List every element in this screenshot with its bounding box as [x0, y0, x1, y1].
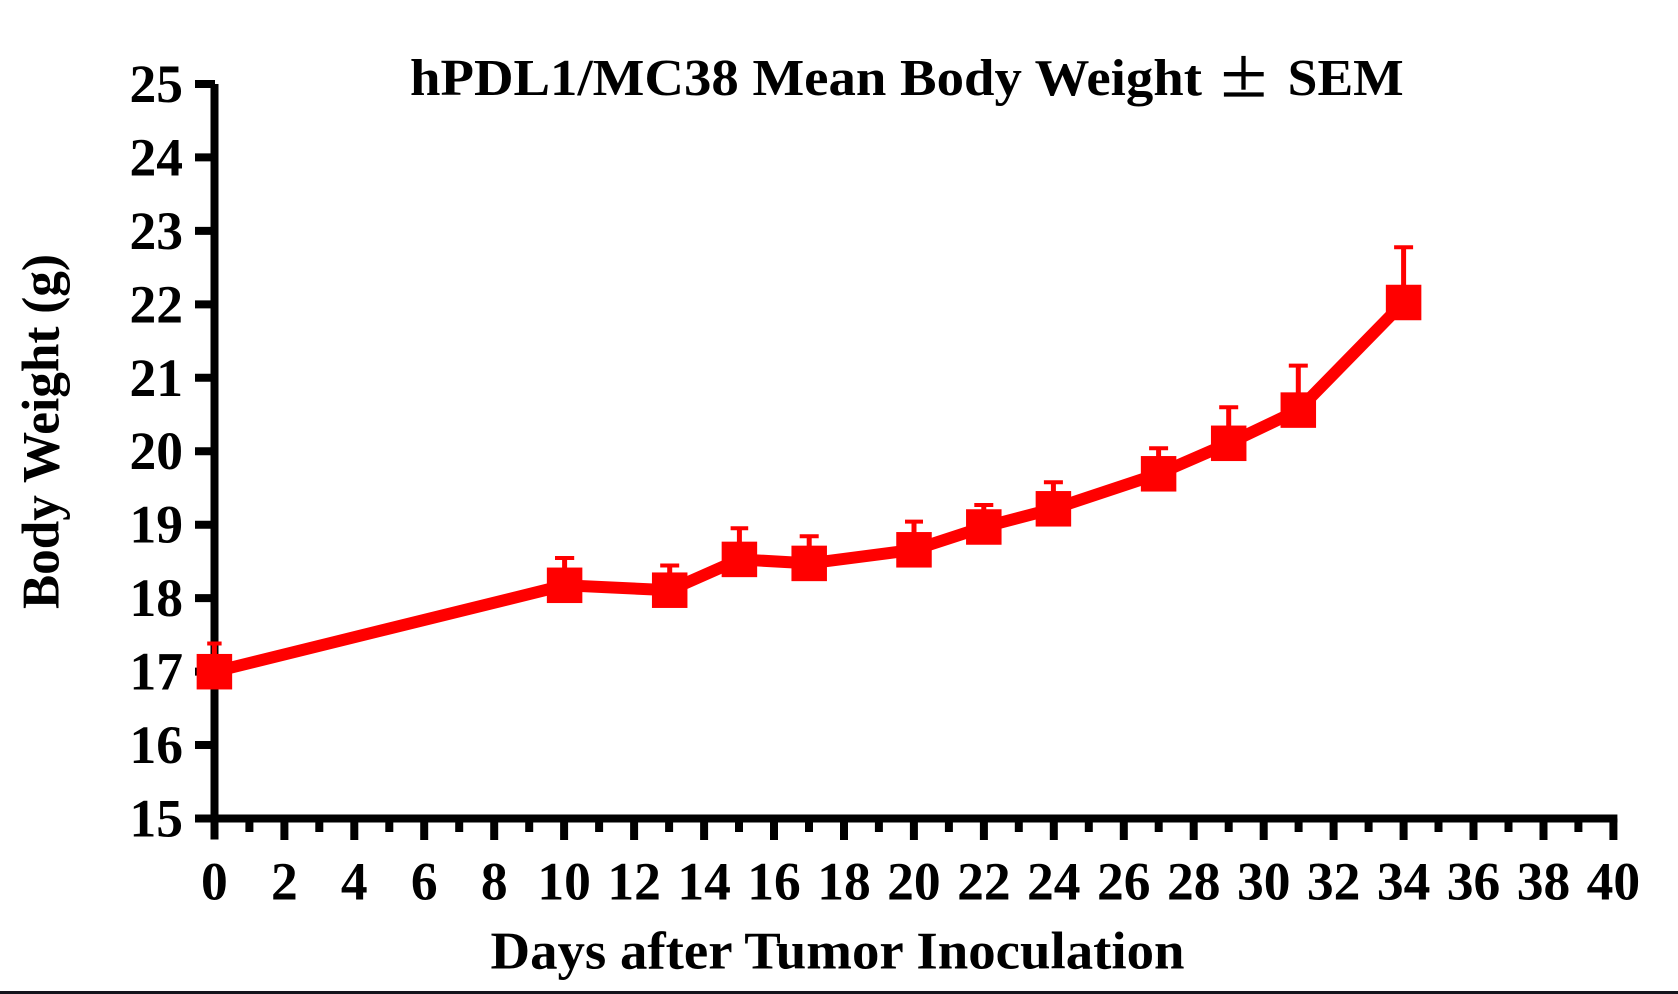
svg-text:30: 30 — [1237, 852, 1291, 912]
svg-text:25: 25 — [130, 54, 184, 114]
svg-text:20: 20 — [887, 852, 941, 912]
svg-text:22: 22 — [957, 852, 1011, 912]
svg-text:hPDL1/MC38 Mean Body Weight: hPDL1/MC38 Mean Body Weight — [410, 50, 1203, 107]
svg-text:2: 2 — [271, 852, 298, 912]
svg-text:36: 36 — [1447, 852, 1501, 912]
svg-text:26: 26 — [1097, 852, 1151, 912]
svg-text:18: 18 — [817, 852, 871, 912]
svg-text:Body Weight (g): Body Weight (g) — [13, 254, 71, 609]
svg-text:34: 34 — [1377, 852, 1431, 912]
svg-text:16: 16 — [130, 715, 184, 775]
svg-text:6: 6 — [411, 852, 438, 912]
svg-text:0: 0 — [201, 852, 228, 912]
svg-text:28: 28 — [1167, 852, 1221, 912]
svg-text:16: 16 — [747, 852, 801, 912]
svg-text:21: 21 — [130, 348, 184, 408]
svg-text:38: 38 — [1517, 852, 1571, 912]
svg-text:18: 18 — [130, 568, 184, 628]
svg-text:17: 17 — [130, 642, 184, 702]
svg-text:24: 24 — [130, 127, 184, 187]
svg-text:Days after Tumor Inoculation: Days after Tumor Inoculation — [491, 922, 1185, 980]
svg-text:22: 22 — [130, 274, 184, 334]
svg-text:10: 10 — [537, 852, 591, 912]
svg-text:19: 19 — [130, 495, 184, 555]
svg-text:8: 8 — [481, 852, 508, 912]
svg-text:32: 32 — [1307, 852, 1361, 912]
svg-text:4: 4 — [341, 852, 368, 912]
svg-text:23: 23 — [130, 201, 184, 261]
svg-text:40: 40 — [1587, 852, 1641, 912]
svg-text:24: 24 — [1027, 852, 1081, 912]
svg-text:14: 14 — [677, 852, 731, 912]
svg-text:SEM: SEM — [1288, 50, 1404, 107]
svg-text:20: 20 — [130, 421, 184, 481]
svg-text:12: 12 — [607, 852, 661, 912]
svg-text:15: 15 — [130, 789, 184, 849]
